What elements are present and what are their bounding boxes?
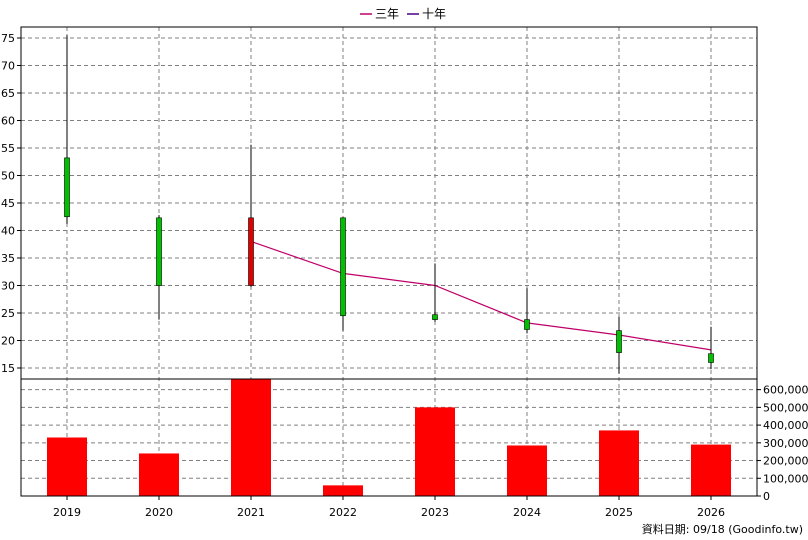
volume-bar [599,430,639,496]
legend-label-three-year: 三年 [375,7,399,21]
candle-body [524,319,530,330]
volume-bar [47,437,87,496]
price-tick-label: 25 [1,307,15,320]
volume-bar [323,485,363,496]
price-tick-label: 15 [1,362,15,375]
price-tick-label: 35 [1,252,15,265]
x-tick-label: 2020 [145,506,173,519]
moving-average-lines [250,240,712,351]
volume-tick-label: 400,000 [763,419,808,432]
candlesticks [64,35,714,374]
volume-bar [507,445,547,496]
candle-body [248,217,254,286]
volume-bar [691,444,731,496]
price-axis: 15 20 25 30 35 40 45 50 55 60 65 70 75 [1,32,21,375]
x-tick-label: 2025 [605,506,633,519]
price-tick-label: 45 [1,197,15,210]
candle-body [432,314,438,320]
candle-body [708,353,714,363]
ma-line [250,240,712,351]
grid-lines [21,27,757,496]
candle-body [64,157,70,218]
x-tick-label: 2023 [421,506,449,519]
volume-axis: 0 100,000 200,000 300,000 400,000 500,000 600,… [757,384,808,503]
volume-panel-frame [20,378,758,497]
volume-tick-label: 300,000 [763,437,808,450]
volume-tick-label: 500,000 [763,401,808,414]
x-axis: 2019 2020 2021 2022 2023 2024 2025 2026 [53,496,725,519]
volume-tick-label: 600,000 [763,384,808,397]
volume-bar [139,453,179,496]
x-tick-label: 2022 [329,506,357,519]
x-tick-label: 2024 [513,506,541,519]
price-tick-label: 40 [1,225,15,238]
x-tick-label: 2019 [53,506,81,519]
price-tick-label: 70 [1,60,15,73]
volume-bar [231,379,271,496]
price-tick-label: 65 [1,87,15,100]
volume-tick-label: 200,000 [763,455,808,468]
price-tick-label: 55 [1,142,15,155]
candle-body [616,330,622,353]
data-credit: 資料日期: 09/18 (Goodinfo.tw) [642,522,803,536]
price-tick-label: 60 [1,115,15,128]
volume-bar [415,407,455,496]
legend-label-ten-year: 十年 [422,7,446,21]
candle-body [340,217,346,317]
volume-bars [47,379,731,496]
price-tick-label: 30 [1,280,15,293]
price-tick-label: 20 [1,335,15,348]
x-tick-label: 2021 [237,506,265,519]
volume-tick-label: 0 [763,490,770,503]
price-tick-label: 75 [1,32,15,45]
price-tick-label: 50 [1,170,15,183]
x-tick-label: 2026 [697,506,725,519]
legend: 三年 十年 [360,7,446,21]
candle-body [156,217,162,286]
volume-tick-label: 100,000 [763,472,808,485]
